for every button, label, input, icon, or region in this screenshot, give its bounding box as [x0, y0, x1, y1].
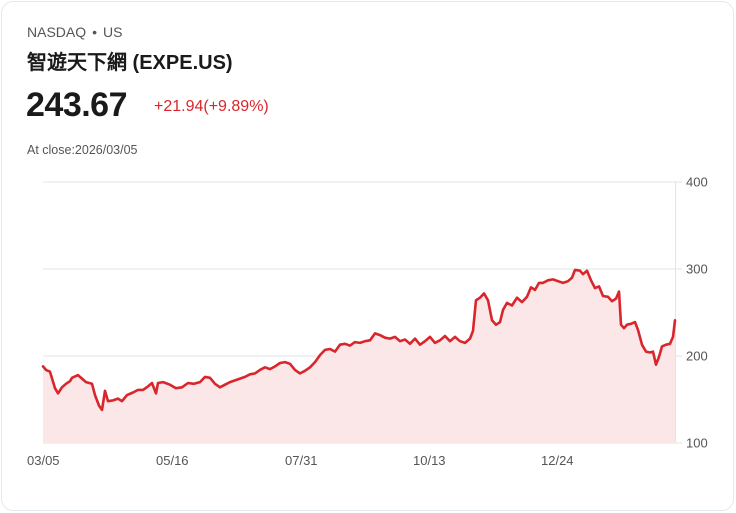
- price-area-fill: [43, 269, 675, 443]
- x-tick-label: 05/16: [156, 453, 189, 468]
- region-label: US: [103, 24, 123, 40]
- price-change: +21.94(+9.89%): [154, 98, 269, 115]
- price-chart[interactable]: 400 300 200 100 03/05 05/16 07/31 10/13 12/24: [0, 170, 736, 470]
- y-axis: 400 300 200 100: [686, 175, 708, 451]
- stock-title: 智遊天下網 (EXPE.US): [27, 52, 233, 74]
- close-date: At close:2026/03/05: [27, 143, 138, 157]
- exchange-line: NASDAQ • US: [27, 24, 122, 40]
- y-tick-label: 200: [686, 349, 708, 364]
- x-tick-label: 10/13: [413, 453, 446, 468]
- price-line: [41, 268, 677, 412]
- y-tick-label: 300: [686, 262, 708, 277]
- separator-dot: •: [92, 24, 98, 40]
- x-tick-label: 03/05: [27, 453, 60, 468]
- x-tick-label: 07/31: [285, 453, 318, 468]
- stock-price: 243.67: [26, 86, 128, 124]
- y-tick-label: 400: [686, 175, 708, 190]
- x-tick-label: 12/24: [541, 453, 574, 468]
- y-tick-label: 100: [686, 436, 708, 451]
- exchange-name: NASDAQ: [27, 24, 87, 40]
- x-axis: 03/05 05/16 07/31 10/13 12/24: [27, 453, 574, 468]
